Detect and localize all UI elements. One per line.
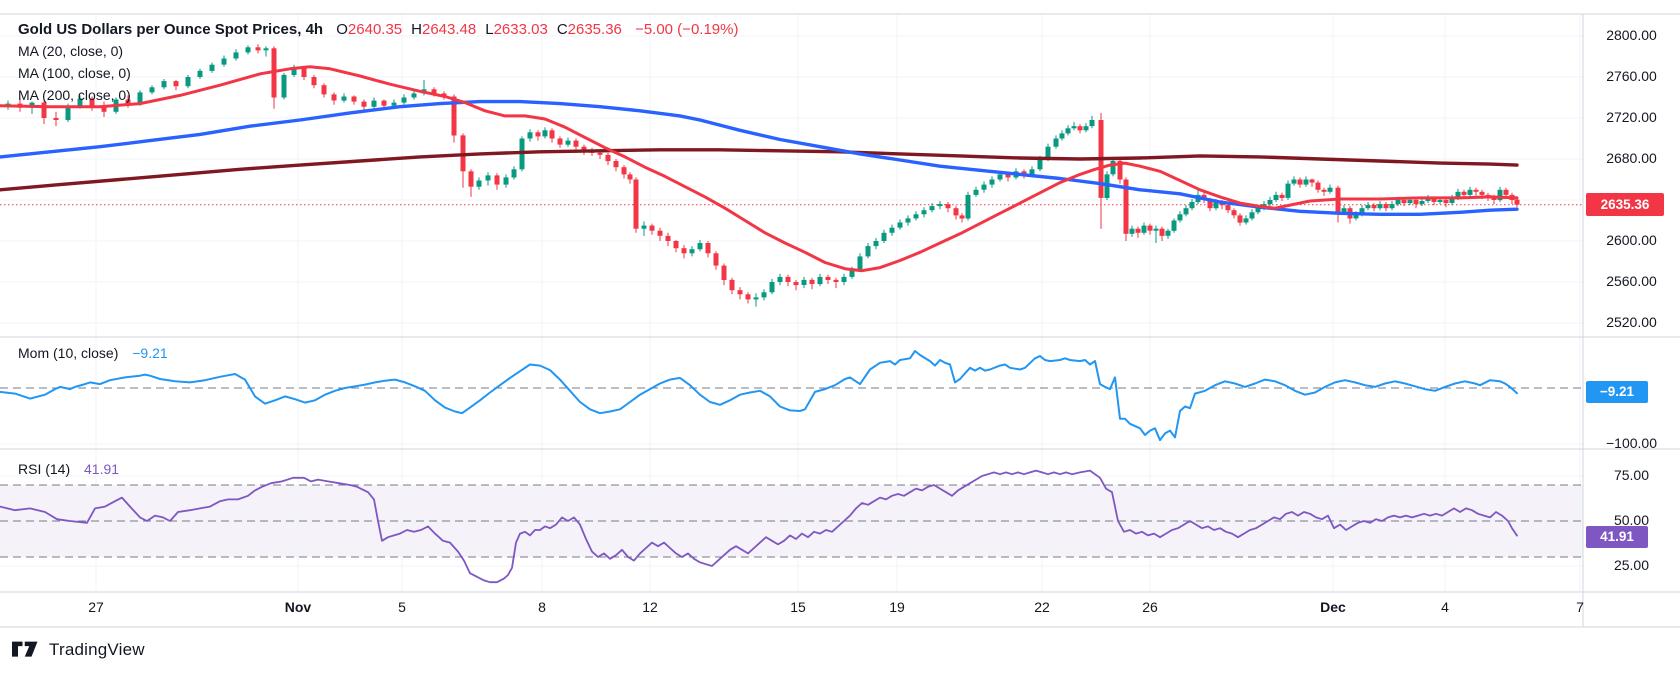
price-tick-2560: 2560.00	[1606, 273, 1657, 289]
symbol-header: Gold US Dollars per Ounce Spot Prices, 4…	[18, 21, 738, 38]
momentum-legend-label: Mom (10, close)	[18, 345, 119, 361]
ohlc-values: O2640.35 H2643.48 L2633.03 C2635.36	[327, 21, 622, 38]
time-tick-26: 26	[1142, 599, 1158, 615]
ma-legend-1: MA (100, close, 0)	[18, 65, 131, 81]
ohlc-l: L2633.03	[485, 21, 548, 38]
rsi-legend-label: RSI (14)	[18, 461, 71, 477]
time-tick-22: 22	[1034, 599, 1050, 615]
ohlc-c: C2635.36	[556, 21, 622, 38]
mom-tick--100: −100.00	[1606, 435, 1657, 451]
time-tick-12: 12	[642, 599, 658, 615]
time-tick-4: 4	[1441, 599, 1449, 615]
last-price-badge: 2635.36	[1586, 193, 1664, 216]
rsi-legend-value: 41.91	[84, 461, 120, 477]
momentum-legend: Mom (10, close) −9.21	[18, 345, 168, 361]
momentum-value-badge: −9.21	[1586, 381, 1648, 403]
tradingview-wordmark: TradingView	[49, 640, 145, 659]
rsi-tick-50: 50.00	[1613, 512, 1650, 528]
ma-legend-2: MA (200, close, 0)	[18, 87, 131, 103]
change-value: −5.00 (−0.19%)	[635, 21, 739, 38]
time-tick-8: 8	[538, 599, 546, 615]
candles-group	[5, 44, 1520, 307]
tradingview-logo-icon	[12, 641, 38, 657]
tradingview-logo[interactable]: TradingView	[12, 640, 145, 660]
rsi-tick-75: 75.00	[1613, 467, 1650, 483]
ohlc-o: O2640.35	[336, 21, 403, 38]
symbol-title: Gold US Dollars per Ounce Spot Prices, 4…	[18, 21, 324, 38]
time-tick-Dec: Dec	[1320, 599, 1346, 615]
price-tick-2720: 2720.00	[1606, 109, 1657, 125]
price-tick-2600: 2600.00	[1606, 232, 1657, 248]
time-tick-Nov: Nov	[284, 599, 312, 615]
price-tick-2520: 2520.00	[1606, 314, 1657, 330]
ohlc-h: H2643.48	[411, 21, 477, 38]
rsi-value-badge: 41.91	[1586, 526, 1648, 548]
ma-legend-0: MA (20, close, 0)	[18, 43, 124, 59]
time-tick-15: 15	[790, 599, 806, 615]
rsi-legend: RSI (14) 41.91	[18, 461, 119, 477]
price-tick-2680: 2680.00	[1606, 150, 1657, 166]
time-tick-19: 19	[889, 599, 905, 615]
price-tick-2760: 2760.00	[1606, 68, 1657, 84]
time-tick-27: 27	[88, 599, 104, 615]
rsi-tick-25: 25.00	[1613, 557, 1650, 573]
time-tick-5: 5	[398, 599, 406, 615]
price-tick-2800: 2800.00	[1606, 27, 1657, 43]
time-tick-7: 7	[1576, 599, 1584, 615]
momentum-legend-value: −9.21	[132, 345, 168, 361]
